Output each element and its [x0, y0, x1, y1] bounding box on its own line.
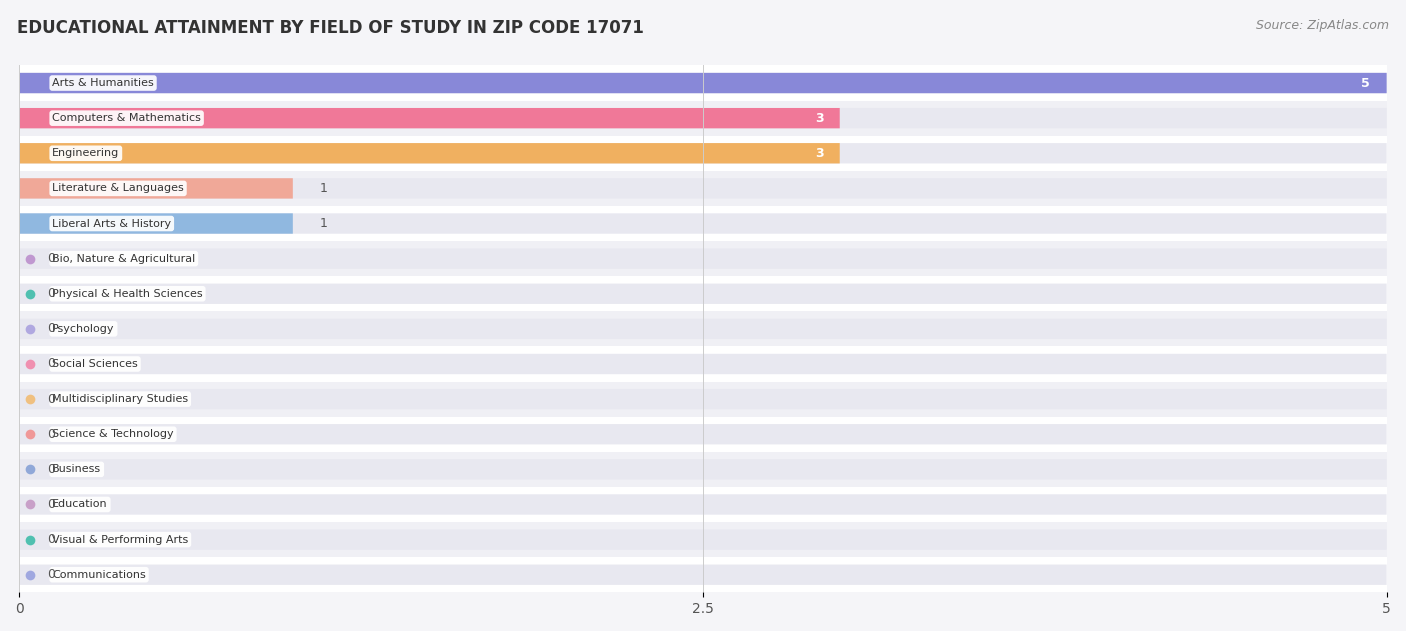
- Text: Education: Education: [52, 500, 108, 509]
- FancyBboxPatch shape: [20, 311, 1386, 346]
- Text: 0: 0: [46, 392, 55, 406]
- FancyBboxPatch shape: [20, 494, 1386, 515]
- Text: 0: 0: [46, 252, 55, 265]
- Text: 0: 0: [46, 463, 55, 476]
- FancyBboxPatch shape: [20, 178, 1386, 199]
- Text: 0: 0: [46, 358, 55, 370]
- Text: 5: 5: [1361, 76, 1371, 90]
- FancyBboxPatch shape: [20, 171, 1386, 206]
- FancyBboxPatch shape: [20, 459, 1386, 480]
- FancyBboxPatch shape: [20, 487, 1386, 522]
- Text: Liberal Arts & History: Liberal Arts & History: [52, 218, 172, 228]
- FancyBboxPatch shape: [20, 213, 1386, 233]
- FancyBboxPatch shape: [20, 354, 1386, 374]
- Text: Science & Technology: Science & Technology: [52, 429, 174, 439]
- Text: Communications: Communications: [52, 570, 146, 580]
- FancyBboxPatch shape: [20, 346, 1386, 382]
- Text: 0: 0: [46, 533, 55, 546]
- FancyBboxPatch shape: [20, 143, 1386, 163]
- FancyBboxPatch shape: [20, 100, 1386, 136]
- FancyBboxPatch shape: [20, 319, 1386, 339]
- FancyBboxPatch shape: [20, 108, 839, 128]
- FancyBboxPatch shape: [20, 73, 1386, 93]
- Text: 0: 0: [46, 287, 55, 300]
- Text: Source: ZipAtlas.com: Source: ZipAtlas.com: [1256, 19, 1389, 32]
- FancyBboxPatch shape: [20, 241, 1386, 276]
- Text: Arts & Humanities: Arts & Humanities: [52, 78, 153, 88]
- FancyBboxPatch shape: [20, 452, 1386, 487]
- Text: Literature & Languages: Literature & Languages: [52, 184, 184, 193]
- FancyBboxPatch shape: [20, 276, 1386, 311]
- Text: Multidisciplinary Studies: Multidisciplinary Studies: [52, 394, 188, 404]
- FancyBboxPatch shape: [20, 424, 1386, 444]
- FancyBboxPatch shape: [20, 213, 292, 233]
- Text: Computers & Mathematics: Computers & Mathematics: [52, 113, 201, 123]
- Text: 1: 1: [321, 182, 328, 195]
- FancyBboxPatch shape: [20, 206, 1386, 241]
- FancyBboxPatch shape: [20, 143, 839, 163]
- Text: Physical & Health Sciences: Physical & Health Sciences: [52, 289, 202, 298]
- FancyBboxPatch shape: [20, 389, 1386, 410]
- Text: 0: 0: [46, 498, 55, 511]
- FancyBboxPatch shape: [20, 66, 1386, 100]
- FancyBboxPatch shape: [20, 529, 1386, 550]
- FancyBboxPatch shape: [20, 136, 1386, 171]
- Text: 1: 1: [321, 217, 328, 230]
- FancyBboxPatch shape: [20, 249, 1386, 269]
- Text: 3: 3: [814, 112, 824, 125]
- FancyBboxPatch shape: [20, 178, 292, 199]
- FancyBboxPatch shape: [20, 283, 1386, 304]
- FancyBboxPatch shape: [20, 565, 1386, 585]
- FancyBboxPatch shape: [20, 382, 1386, 416]
- Text: Visual & Performing Arts: Visual & Performing Arts: [52, 534, 188, 545]
- FancyBboxPatch shape: [20, 73, 1386, 93]
- Text: EDUCATIONAL ATTAINMENT BY FIELD OF STUDY IN ZIP CODE 17071: EDUCATIONAL ATTAINMENT BY FIELD OF STUDY…: [17, 19, 644, 37]
- Text: 3: 3: [814, 147, 824, 160]
- Text: Psychology: Psychology: [52, 324, 115, 334]
- FancyBboxPatch shape: [20, 522, 1386, 557]
- Text: Social Sciences: Social Sciences: [52, 359, 138, 369]
- FancyBboxPatch shape: [20, 557, 1386, 593]
- FancyBboxPatch shape: [20, 416, 1386, 452]
- Text: 0: 0: [46, 428, 55, 440]
- FancyBboxPatch shape: [20, 108, 1386, 128]
- Text: 0: 0: [46, 569, 55, 581]
- Text: Business: Business: [52, 464, 101, 475]
- Text: Bio, Nature & Agricultural: Bio, Nature & Agricultural: [52, 254, 195, 264]
- Text: 0: 0: [46, 322, 55, 336]
- Text: Engineering: Engineering: [52, 148, 120, 158]
